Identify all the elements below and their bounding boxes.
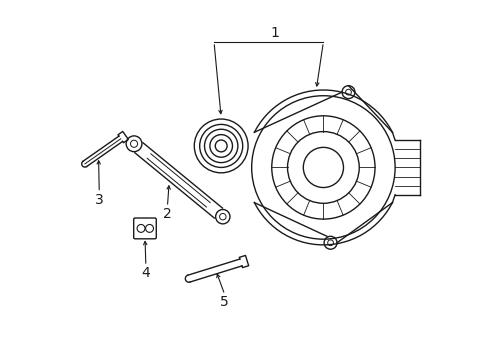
Text: 5: 5 <box>220 295 229 309</box>
Text: 3: 3 <box>95 193 103 207</box>
Text: 2: 2 <box>163 207 171 221</box>
Text: 4: 4 <box>141 266 150 280</box>
Text: 1: 1 <box>270 26 279 40</box>
